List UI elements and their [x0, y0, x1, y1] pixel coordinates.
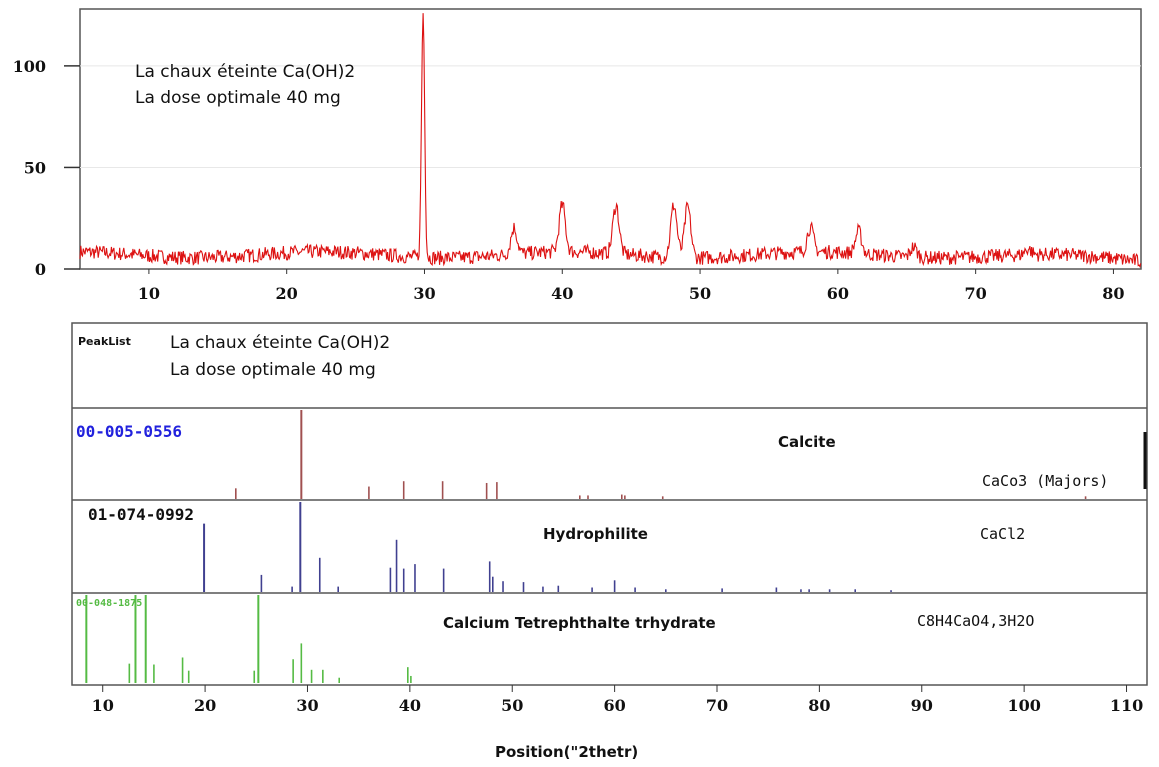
- top-y-tick-label: 50: [24, 158, 46, 177]
- bottom-panel: PeakList La chaux éteinte Ca(OH)2 La dos…: [71, 322, 1148, 761]
- bottom-plot-frame: [71, 322, 1148, 686]
- peaklist-label: PeakList: [78, 335, 131, 348]
- bottom-x-tick-label: 80: [808, 696, 830, 715]
- hydrophilite-card-box: [73, 503, 223, 525]
- top-x-ticks: 10 20 30 40 50 60 70 80: [138, 269, 1125, 303]
- terephthalate-formula: C8H4CaO4,3H2O: [917, 612, 1034, 630]
- bottom-x-tick-label: 10: [92, 696, 114, 715]
- hydrophilite-reference-lines: [203, 502, 892, 592]
- top-y-tick-label: 0: [35, 260, 46, 279]
- top-annotation-line-2: La dose optimale 40 mg: [135, 88, 341, 108]
- bottom-x-tick-label: 20: [194, 696, 216, 715]
- bottom-x-tick-label: 100: [1007, 696, 1040, 715]
- terephthalate-phase-name: Calcium Tetrephthalte trhydrate: [443, 614, 716, 632]
- terephthalate-card-number: 00-048-1875: [76, 598, 142, 609]
- peaklist-annotation-line-2: La dose optimale 40 mg: [170, 360, 376, 380]
- top-y-tick-label: 100: [13, 57, 46, 76]
- top-x-tick-label: 70: [965, 284, 987, 303]
- hydrophilite-card-number: 01-074-0992: [88, 505, 194, 524]
- hydrophilite-phase-name: Hydrophilite: [543, 525, 648, 543]
- calcite-reference-lines: [235, 410, 1087, 499]
- calcite-card-number: 00-005-0556: [76, 422, 182, 441]
- bottom-x-tick-label: 40: [399, 696, 421, 715]
- top-x-tick-label: 50: [689, 284, 711, 303]
- bottom-x-tick-label: 60: [603, 696, 625, 715]
- top-x-tick-label: 20: [276, 284, 298, 303]
- bottom-x-tick-label: 70: [706, 696, 728, 715]
- calcite-formula: CaCo3 (Majors): [982, 472, 1108, 490]
- top-x-tick-label: 80: [1102, 284, 1124, 303]
- calcite-phase-name: Calcite: [778, 433, 836, 451]
- hydrophilite-formula: CaCl2: [980, 525, 1025, 543]
- bottom-x-tick-label: 90: [911, 696, 933, 715]
- bottom-x-ticks: 10 20 30 40 50 60 70 80 90 100 110: [92, 685, 1143, 715]
- top-annotation-line-1: La chaux éteinte Ca(OH)2: [135, 62, 355, 82]
- x-axis-title: Position("2thetr): [495, 743, 638, 761]
- bottom-x-tick-label: 30: [296, 696, 318, 715]
- bottom-x-tick-label: 110: [1110, 696, 1143, 715]
- bottom-x-tick-label: 50: [501, 696, 523, 715]
- top-y-grid: [80, 65, 1141, 168]
- top-x-tick-label: 40: [551, 284, 573, 303]
- terephthalate-reference-lines: [85, 595, 412, 683]
- top-plot-frame: [79, 8, 1142, 270]
- top-x-tick-label: 60: [827, 284, 849, 303]
- top-y-ticks: 0 50 100: [13, 57, 80, 279]
- top-panel: 0 50 100 10 20 30 40 50 60 70 80 La chaux éteinte…: [13, 8, 1142, 303]
- diffractogram-line: [79, 13, 1142, 268]
- top-x-tick-label: 10: [138, 284, 160, 303]
- peaklist-annotation-line-1: La chaux éteinte Ca(OH)2: [170, 333, 390, 353]
- top-x-tick-label: 30: [413, 284, 435, 303]
